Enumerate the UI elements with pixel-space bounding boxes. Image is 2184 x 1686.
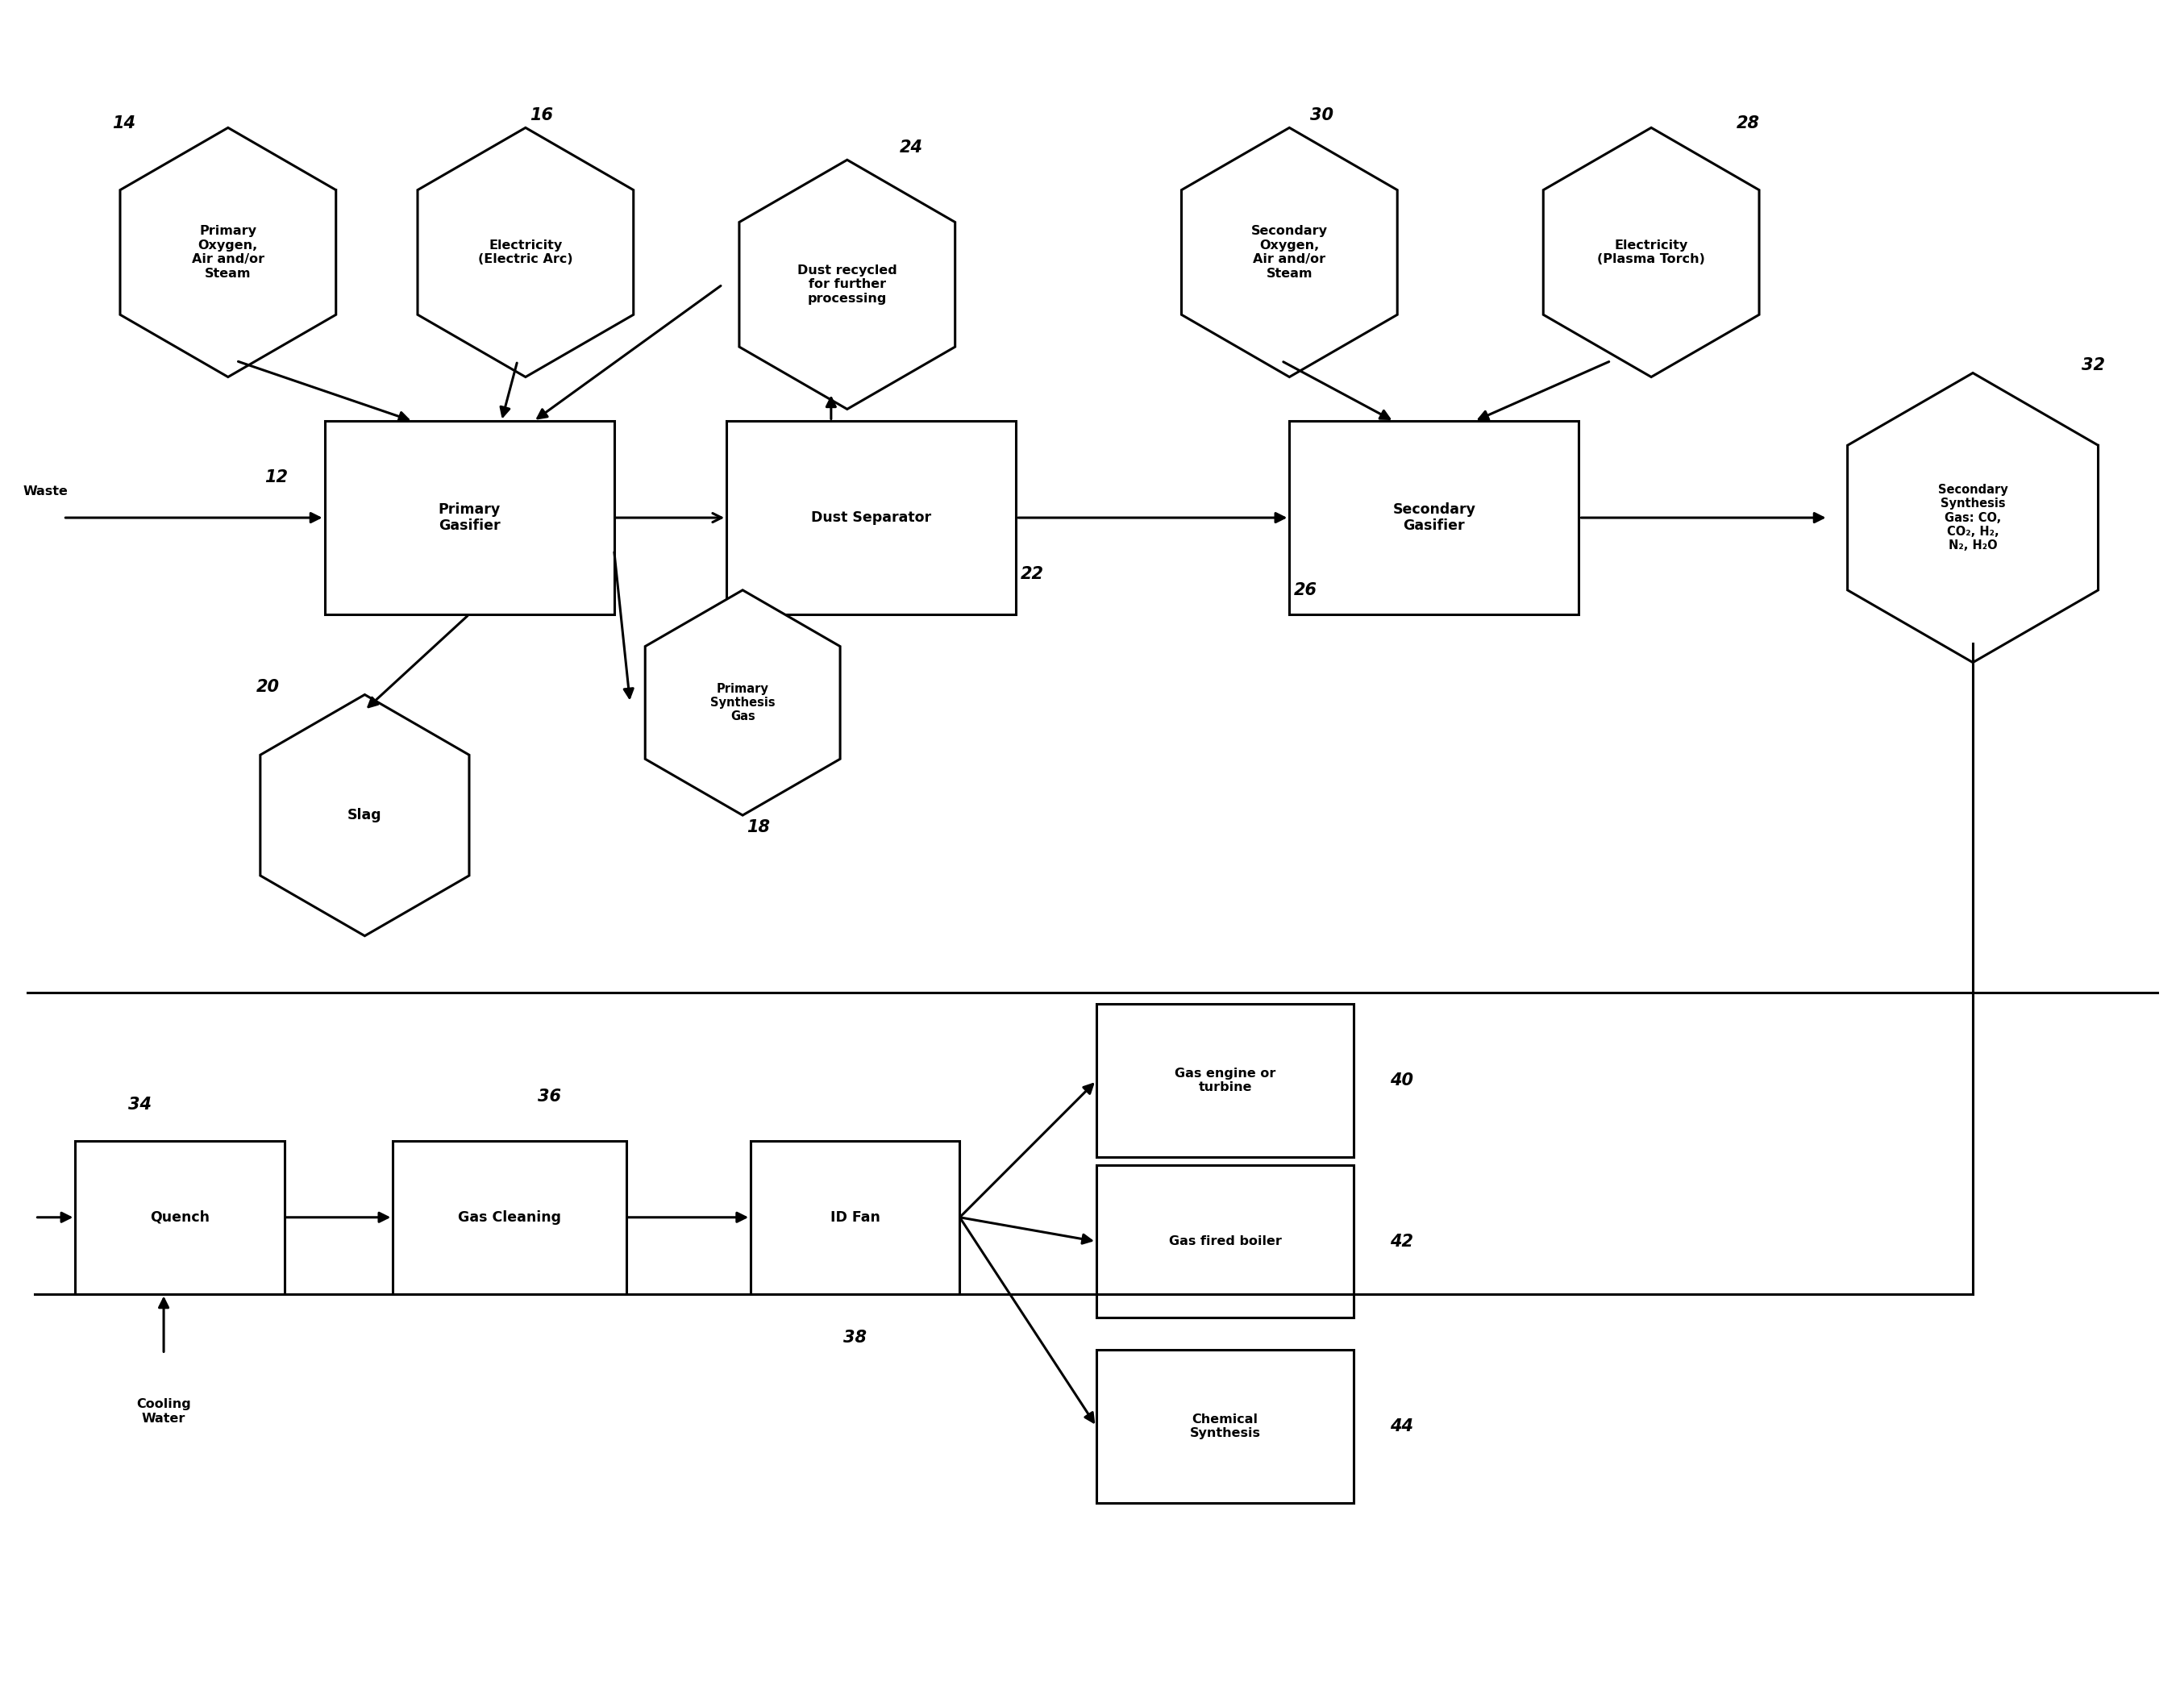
Text: Chemical
Synthesis: Chemical Synthesis <box>1190 1413 1260 1440</box>
Bar <box>74 1141 284 1293</box>
Text: Electricity
(Electric Arc): Electricity (Electric Arc) <box>478 239 572 265</box>
Text: ID Fan: ID Fan <box>830 1211 880 1224</box>
Text: 14: 14 <box>111 116 135 132</box>
Text: 30: 30 <box>1310 108 1332 123</box>
Text: 22: 22 <box>1020 566 1044 582</box>
Text: 42: 42 <box>1391 1234 1413 1249</box>
Text: 18: 18 <box>747 819 771 835</box>
Text: Gas engine or
turbine: Gas engine or turbine <box>1175 1067 1275 1094</box>
Bar <box>1289 422 1579 614</box>
Text: 36: 36 <box>537 1089 561 1104</box>
Text: 16: 16 <box>531 108 553 123</box>
Text: 24: 24 <box>900 140 924 155</box>
Text: Secondary
Oxygen,
Air and/or
Steam: Secondary Oxygen, Air and/or Steam <box>1251 226 1328 280</box>
Text: Quench: Quench <box>151 1211 210 1224</box>
Polygon shape <box>417 128 633 378</box>
Text: Gas Cleaning: Gas Cleaning <box>459 1211 561 1224</box>
Text: 20: 20 <box>256 678 280 695</box>
Text: 12: 12 <box>264 469 288 486</box>
Text: 40: 40 <box>1391 1072 1413 1089</box>
Text: Gas fired boiler: Gas fired boiler <box>1168 1236 1282 1248</box>
Text: 34: 34 <box>129 1096 151 1113</box>
Text: Cooling
Water: Cooling Water <box>135 1398 190 1425</box>
Polygon shape <box>120 128 336 378</box>
Text: Primary
Oxygen,
Air and/or
Steam: Primary Oxygen, Air and/or Steam <box>192 226 264 280</box>
Text: 26: 26 <box>1293 582 1317 599</box>
Polygon shape <box>738 160 954 410</box>
Text: Electricity
(Plasma Torch): Electricity (Plasma Torch) <box>1597 239 1706 265</box>
Text: 38: 38 <box>843 1330 867 1345</box>
Text: 32: 32 <box>2081 357 2105 373</box>
Polygon shape <box>644 590 841 816</box>
Bar <box>393 1141 627 1293</box>
Text: 44: 44 <box>1391 1418 1413 1435</box>
Text: Secondary
Synthesis
Gas: CO,
CO₂, H₂,
N₂, H₂O: Secondary Synthesis Gas: CO, CO₂, H₂, N₂… <box>1937 484 2007 551</box>
Bar <box>325 422 614 614</box>
Text: Slag: Slag <box>347 808 382 823</box>
Polygon shape <box>1848 373 2099 663</box>
Polygon shape <box>260 695 470 936</box>
Bar <box>1096 1005 1354 1157</box>
Text: Waste: Waste <box>24 486 68 497</box>
Polygon shape <box>1544 128 1758 378</box>
Polygon shape <box>1182 128 1398 378</box>
Text: Primary
Gasifier: Primary Gasifier <box>439 502 500 533</box>
Text: Dust recycled
for further
processing: Dust recycled for further processing <box>797 265 898 305</box>
Bar <box>1096 1165 1354 1318</box>
Text: 28: 28 <box>1736 116 1760 132</box>
Text: Dust Separator: Dust Separator <box>810 511 930 524</box>
Bar <box>727 422 1016 614</box>
Bar <box>1096 1350 1354 1502</box>
Text: Primary
Synthesis
Gas: Primary Synthesis Gas <box>710 683 775 723</box>
Bar <box>751 1141 959 1293</box>
Text: Secondary
Gasifier: Secondary Gasifier <box>1393 502 1476 533</box>
